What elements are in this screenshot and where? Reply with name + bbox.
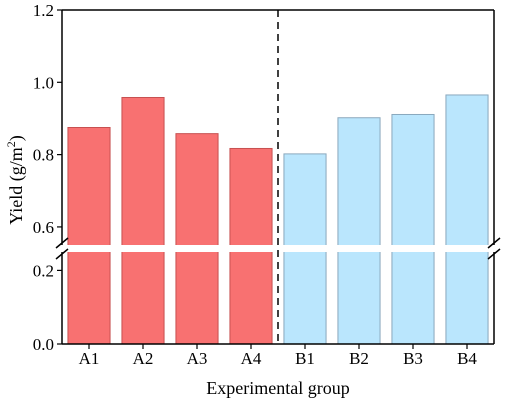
y-axis-title-main: Yield (g/m (6, 147, 27, 225)
y-tick-labels: 0.0 0.2 0.6 0.8 1.0 1.2 (33, 1, 54, 354)
y-axis-title-superscript: 2 (4, 141, 18, 147)
axis-break-gap (54, 245, 502, 252)
bar-a2 (121, 96, 165, 345)
break-mark-left-bottom (55, 248, 69, 260)
break-mark-left-top (55, 237, 69, 249)
bar-a3 (175, 133, 219, 345)
x-tick-label-a2: A2 (133, 349, 154, 368)
bar-b3 (391, 113, 435, 345)
x-tick-labels: A1 A2 A3 A4 B1 B2 B3 B4 (79, 349, 478, 368)
break-mark-right-bottom (487, 248, 501, 260)
x-tick-label-a1: A1 (79, 349, 100, 368)
y-tick-label-0.6: 0.6 (33, 218, 54, 237)
x-tick-label-b3: B3 (403, 349, 423, 368)
y-tick-label-0.0: 0.0 (33, 335, 54, 354)
x-tick-label-a4: A4 (241, 349, 262, 368)
y-tick-label-1.0: 1.0 (33, 73, 54, 92)
x-tick-label-b2: B2 (349, 349, 369, 368)
y-axis-title-close: ) (6, 135, 27, 141)
bar-b4 (445, 94, 489, 345)
bar-a1 (67, 127, 111, 345)
axes (55, 9, 501, 349)
break-band (54, 245, 502, 252)
y-axis-title: Yield (g/m2) (4, 135, 27, 225)
bar-b2 (337, 117, 381, 345)
x-tick-label-b1: B1 (295, 349, 315, 368)
x-axis-title: Experimental group (206, 378, 349, 398)
break-mark-right-top (487, 237, 501, 249)
y-tick-label-1.2: 1.2 (33, 1, 54, 20)
x-tick-label-a3: A3 (187, 349, 208, 368)
y-tick-label-0.8: 0.8 (33, 146, 54, 165)
x-tick-label-b4: B4 (457, 349, 477, 368)
y-tick-label-0.2: 0.2 (33, 261, 54, 280)
